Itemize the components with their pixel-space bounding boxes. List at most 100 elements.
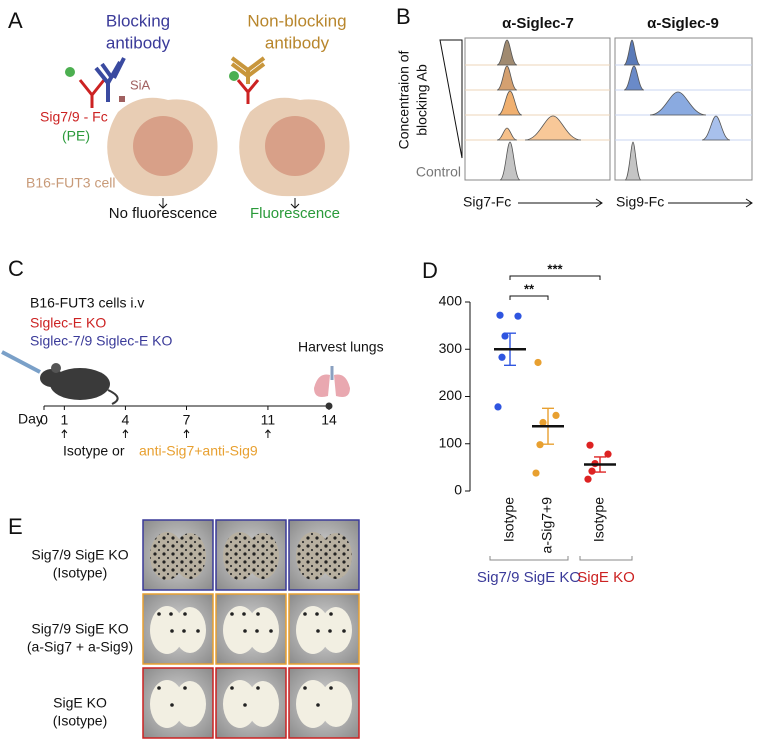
pe bbox=[65, 67, 75, 77]
metastasis bbox=[328, 629, 332, 633]
label: No fluorescence bbox=[109, 205, 217, 222]
metastasis bbox=[157, 612, 161, 616]
metastasis bbox=[157, 686, 161, 690]
data-point bbox=[514, 312, 522, 320]
significance-bar bbox=[509, 275, 601, 280]
metastases bbox=[174, 533, 206, 579]
metastasis bbox=[256, 686, 260, 690]
group-label: Sig7/9 SigE KO bbox=[477, 569, 581, 586]
metastases bbox=[320, 533, 352, 579]
panel-c: C B16-FUT3 cells i.v Siglec-E KO Siglec-… bbox=[1, 256, 384, 459]
metastasis bbox=[255, 629, 259, 633]
row-label: Sig7/9 SigE KO bbox=[31, 621, 128, 637]
panel-d: D 0 100 200 300 400 Isotype a-Sig7+9 Sig7/9 Sig… bbox=[422, 258, 635, 586]
lung-lobe bbox=[320, 681, 352, 727]
label: Siglec-E KO bbox=[30, 315, 106, 331]
data-point bbox=[552, 411, 560, 419]
lung-lobe bbox=[247, 607, 279, 653]
axis-label: Sig9-Fc bbox=[616, 194, 664, 210]
arrow bbox=[290, 198, 300, 209]
metastasis bbox=[242, 612, 246, 616]
metastasis bbox=[316, 703, 320, 707]
metastasis bbox=[196, 629, 200, 633]
lung-lobe bbox=[150, 606, 184, 654]
row-label: SigE KO bbox=[53, 695, 107, 711]
dose-arrow bbox=[183, 429, 190, 438]
metastases bbox=[247, 533, 279, 579]
column-title: α-Siglec-7 bbox=[502, 15, 574, 32]
tick-label: 0 bbox=[40, 412, 48, 428]
label: Day bbox=[18, 411, 43, 427]
data-point bbox=[496, 311, 504, 319]
metastasis bbox=[182, 629, 186, 633]
column-title: α-Siglec-9 bbox=[647, 15, 719, 32]
lung-lobe bbox=[320, 607, 352, 653]
heading: Blocking bbox=[106, 11, 170, 30]
label: SiA bbox=[130, 77, 151, 92]
metastases bbox=[223, 532, 257, 580]
data-point bbox=[498, 353, 506, 361]
label: Control bbox=[416, 164, 461, 180]
mouse bbox=[40, 369, 64, 387]
data-point bbox=[584, 475, 592, 483]
y-tick-label: 300 bbox=[439, 340, 463, 356]
antibody bbox=[230, 56, 266, 84]
dose-arrow bbox=[61, 429, 68, 438]
metastasis bbox=[316, 629, 320, 633]
nucleus bbox=[265, 116, 325, 176]
tick-label: 11 bbox=[261, 412, 276, 428]
data-point bbox=[604, 450, 612, 458]
x-tick-label: Isotype bbox=[591, 497, 607, 542]
nucleus bbox=[133, 116, 193, 176]
label: Siglec-7/9 Siglec-E KO bbox=[30, 333, 173, 349]
lung-lobe bbox=[174, 681, 206, 727]
arrow bbox=[518, 198, 603, 208]
panel-e: E Sig7/9 SigE KO (Isotype) Sig7/9 SigE KO (… bbox=[8, 514, 360, 739]
data-point bbox=[539, 418, 547, 427]
metastasis bbox=[169, 612, 173, 616]
metastasis bbox=[329, 686, 333, 690]
metastases bbox=[296, 532, 330, 580]
x-tick-label: Isotype bbox=[501, 497, 517, 542]
row-label: (Isotype) bbox=[53, 713, 107, 729]
metastasis bbox=[183, 612, 187, 616]
sia bbox=[119, 96, 125, 102]
group-bracket bbox=[489, 556, 569, 561]
group-bracket bbox=[579, 556, 633, 561]
label: Fluorescence bbox=[250, 205, 340, 222]
metastasis bbox=[170, 629, 174, 633]
metastasis bbox=[315, 612, 319, 616]
row-label: (Isotype) bbox=[53, 565, 107, 581]
lung-lobe bbox=[296, 680, 330, 728]
metastasis bbox=[256, 612, 260, 616]
arrow bbox=[668, 198, 753, 208]
axis-label: Concentraion of bbox=[396, 50, 412, 149]
lung-lobe bbox=[150, 680, 184, 728]
label: B16-FUT3 cells i.v bbox=[30, 295, 144, 311]
label: anti-Sig7+anti-Sig9 bbox=[139, 443, 258, 459]
axis-label: Sig7-Fc bbox=[463, 194, 511, 210]
axis-label: blocking Ab bbox=[414, 64, 430, 136]
data-point bbox=[536, 441, 544, 449]
metastasis bbox=[183, 686, 187, 690]
lung-lobe bbox=[223, 606, 257, 654]
metastasis bbox=[243, 629, 247, 633]
lung-lobe bbox=[247, 681, 279, 727]
dose-arrow bbox=[265, 429, 271, 438]
y-tick-label: 200 bbox=[439, 387, 463, 403]
tick-label: 1 bbox=[60, 412, 68, 428]
metastasis bbox=[342, 629, 346, 633]
significance-label: *** bbox=[547, 261, 563, 276]
panel-label: C bbox=[8, 256, 24, 281]
fc bbox=[78, 79, 106, 108]
row-label: (a-Sig7 + a-Sig9) bbox=[27, 639, 133, 655]
label: B16-FUT3 cell bbox=[26, 175, 115, 191]
group-label: SigE KO bbox=[577, 569, 635, 586]
data-point bbox=[586, 441, 594, 449]
lung-lobe bbox=[296, 606, 330, 654]
x-tick-label: a-Sig7+9 bbox=[539, 497, 555, 554]
mouse bbox=[51, 363, 61, 373]
label: Harvest lungs bbox=[298, 339, 384, 355]
mouse bbox=[107, 389, 119, 405]
antibody bbox=[94, 57, 126, 102]
